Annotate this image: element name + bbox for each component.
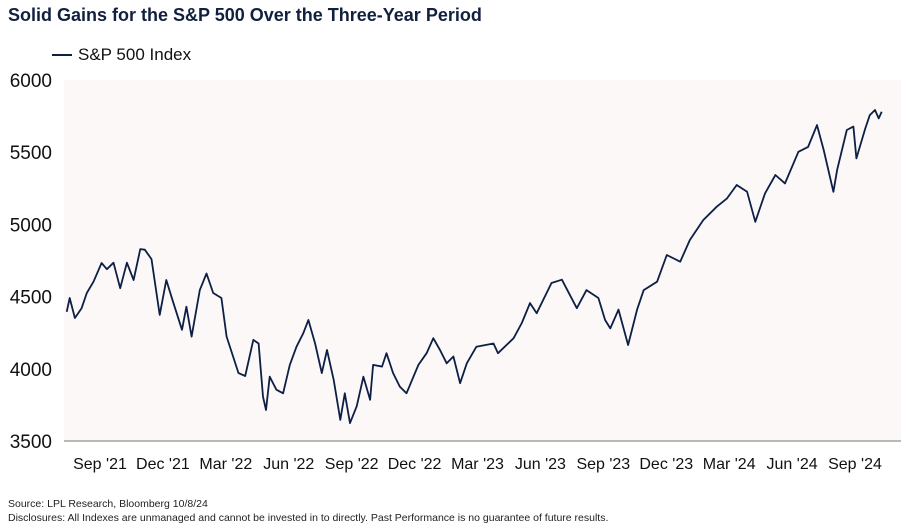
- x-tick-label: Dec '23: [639, 456, 693, 473]
- x-tick-label: Jun '24: [767, 456, 818, 473]
- disclosure-note: Disclosures: All Indexes are unmanaged a…: [8, 512, 609, 524]
- x-tick-label: Sep '22: [325, 456, 379, 473]
- chart-title: Solid Gains for the S&P 500 Over the Thr…: [8, 5, 482, 25]
- x-tick-label: Jun '23: [515, 456, 566, 473]
- x-tick-label: Mar '23: [451, 456, 504, 473]
- x-tick-label: Mar '24: [703, 456, 756, 473]
- x-tick-label: Sep '21: [73, 456, 127, 473]
- series-line-sp500: [65, 109, 883, 424]
- y-tick-label: 3500: [10, 432, 52, 453]
- plot-area: [64, 80, 901, 441]
- x-tick-label: Sep '23: [576, 456, 630, 473]
- legend: S&P 500 Index: [52, 45, 191, 65]
- legend-label: S&P 500 Index: [78, 45, 192, 64]
- x-tick-label: Dec '22: [388, 456, 442, 473]
- x-axis: Sep '21 Dec '21 Mar '22 Jun '22 Sep '22 Dec '…: [73, 456, 882, 473]
- y-tick-label: 4000: [10, 360, 52, 381]
- x-tick-label: Dec '21: [136, 456, 190, 473]
- y-axis: 6000 5500 5000 4500 4000 3500: [10, 71, 52, 453]
- y-tick-label: 6000: [10, 71, 52, 92]
- source-note: Source: LPL Research, Bloomberg 10/8/24: [8, 498, 208, 510]
- x-tick-label: Jun '22: [263, 456, 314, 473]
- y-tick-label: 5000: [10, 215, 52, 236]
- x-tick-label: Sep '24: [828, 456, 882, 473]
- legend-swatch: [52, 54, 72, 56]
- x-tick-label: Mar '22: [199, 456, 252, 473]
- y-tick-label: 4500: [10, 288, 52, 309]
- y-tick-label: 5500: [10, 143, 52, 164]
